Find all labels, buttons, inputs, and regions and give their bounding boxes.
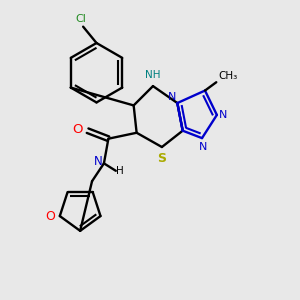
Text: Cl: Cl: [75, 14, 86, 24]
Text: O: O: [46, 210, 55, 223]
Text: CH₃: CH₃: [219, 71, 238, 81]
Text: N: N: [219, 110, 228, 120]
Text: O: O: [73, 123, 83, 136]
Text: NH: NH: [145, 70, 160, 80]
Text: H: H: [116, 166, 124, 176]
Text: N: N: [167, 92, 176, 102]
Text: S: S: [158, 152, 166, 165]
Text: N: N: [199, 142, 208, 152]
Text: N: N: [94, 155, 102, 168]
